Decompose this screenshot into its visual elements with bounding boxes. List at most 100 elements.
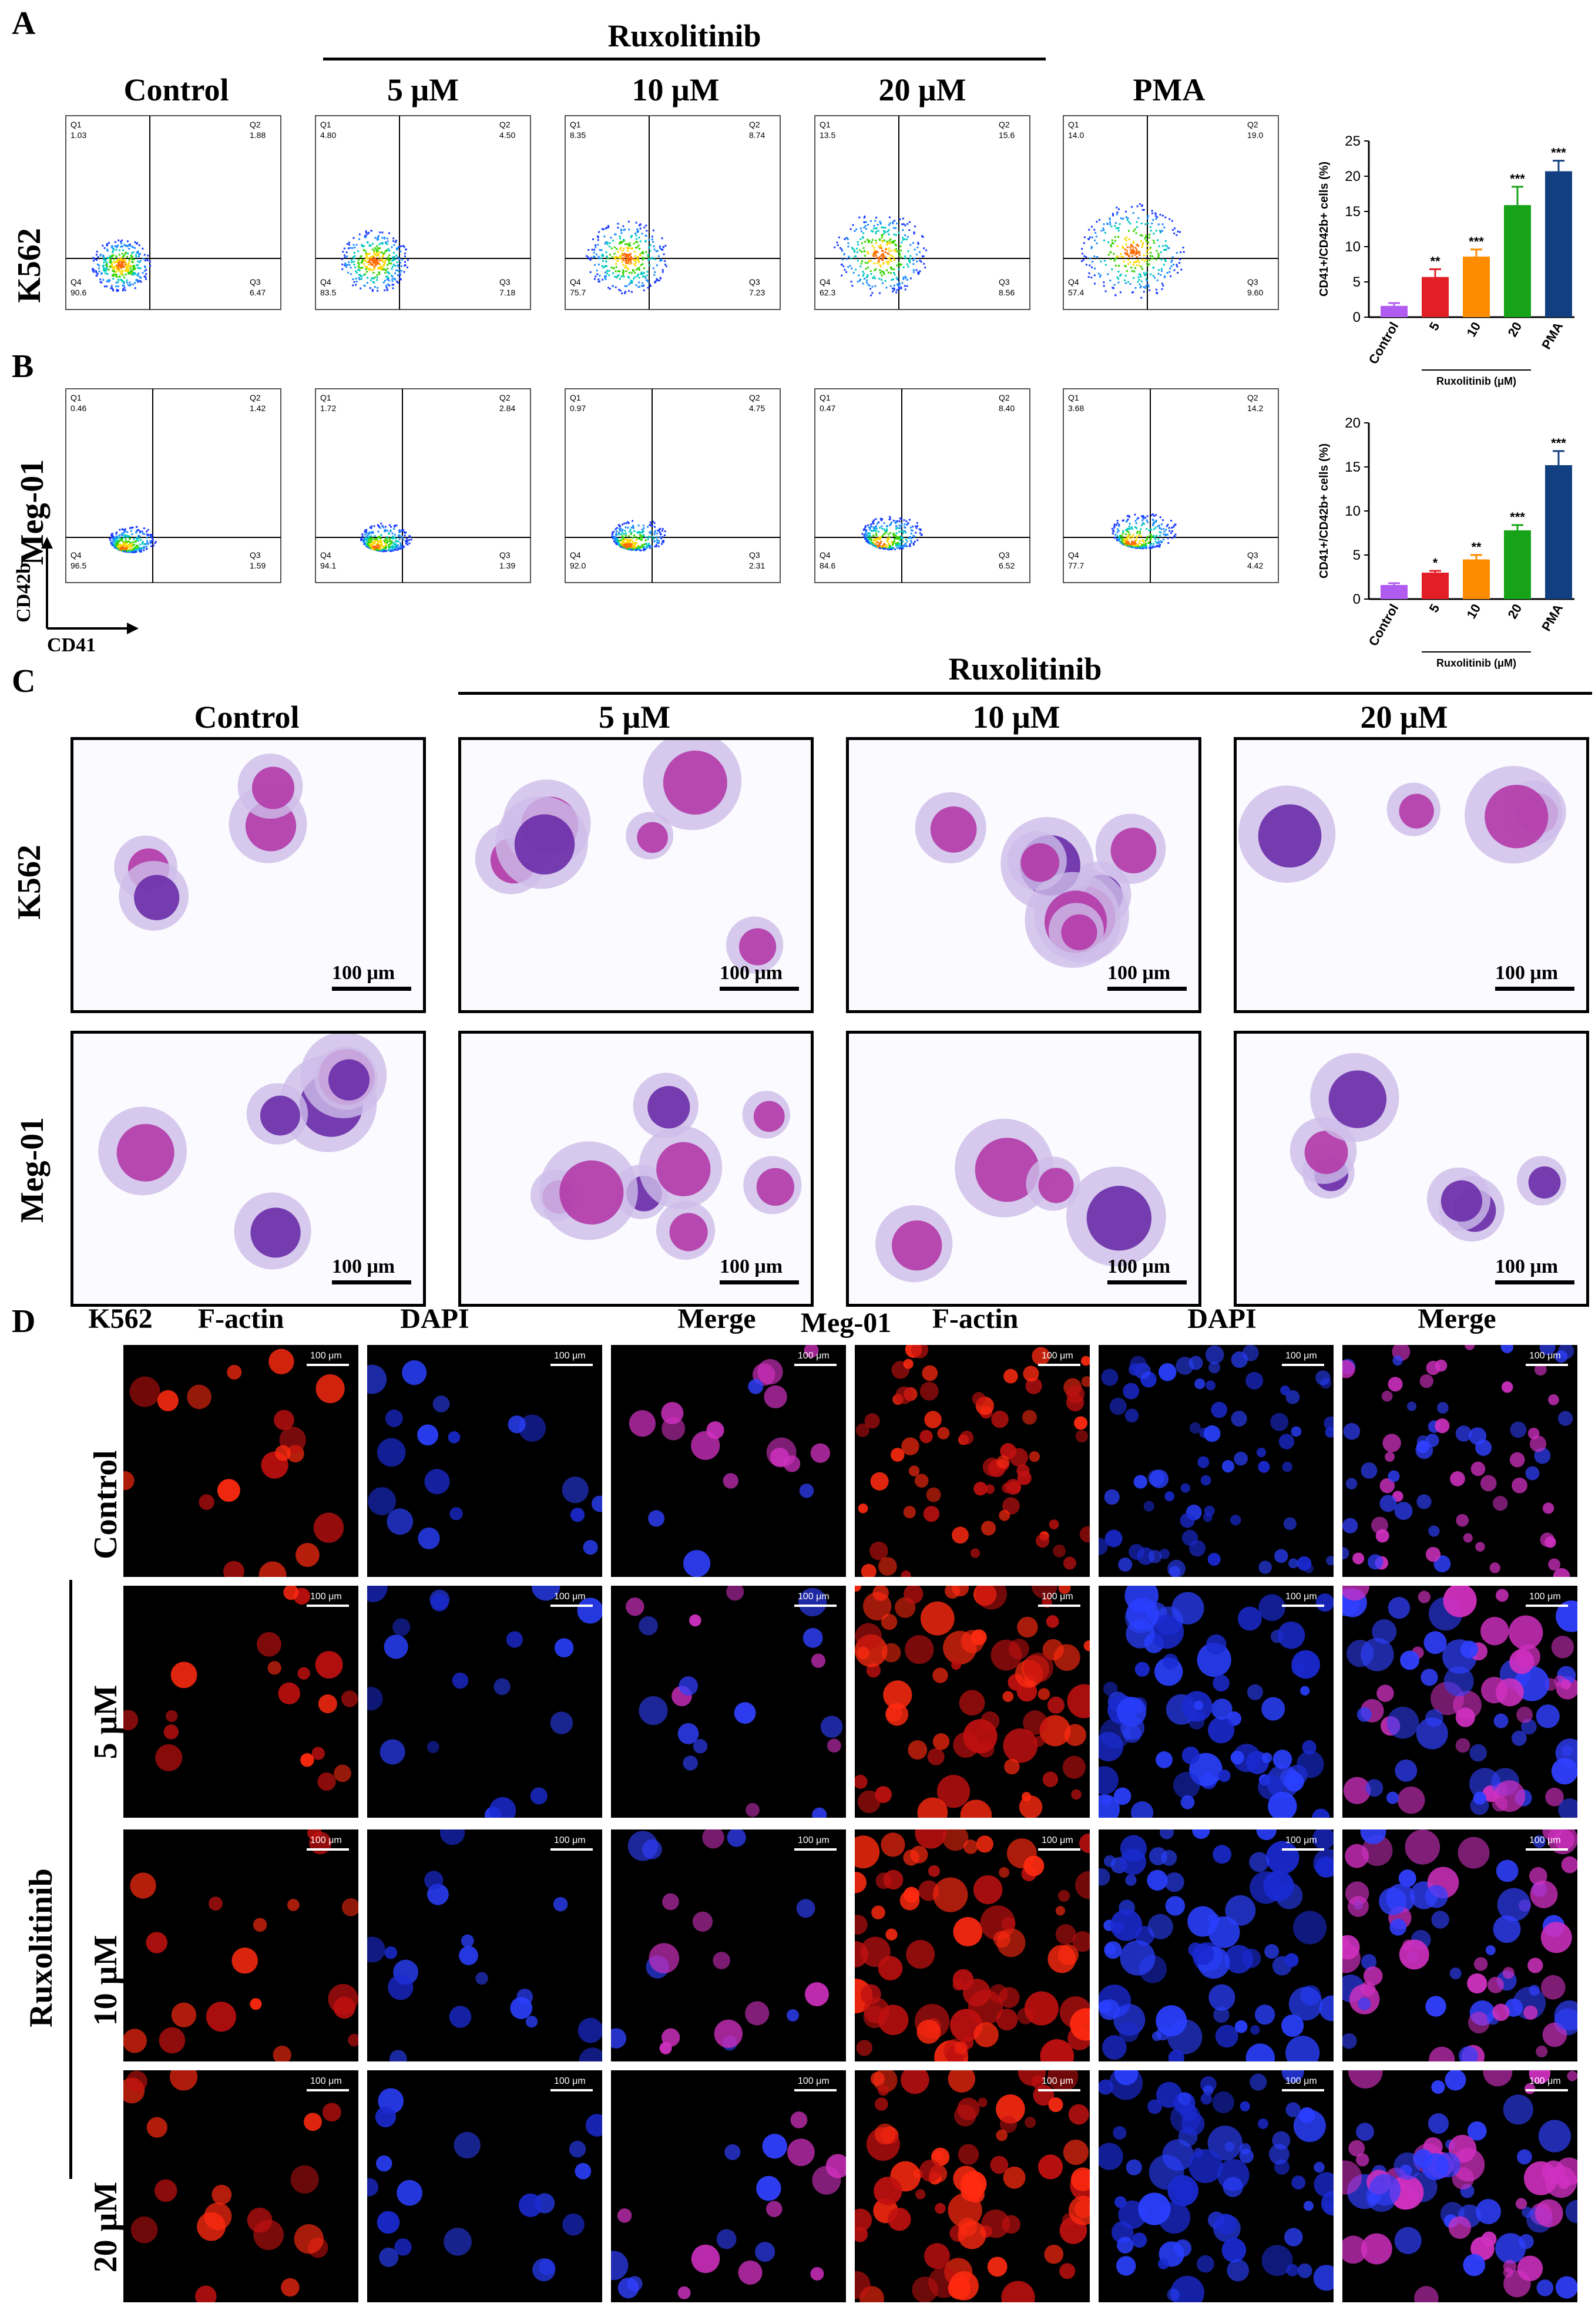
significance-label: *** xyxy=(1510,510,1525,524)
panel-b-quadrant-value: 77.7 xyxy=(1068,561,1084,570)
svg-text:Q3: Q3 xyxy=(749,277,760,287)
svg-text:Q1: Q1 xyxy=(70,393,82,402)
bar xyxy=(1422,277,1449,317)
svg-text:Q4: Q4 xyxy=(820,277,831,287)
scale-bar-label: 100 μm xyxy=(332,962,395,984)
scale-bar xyxy=(1038,1848,1080,1851)
fluorescence-image: 100 μm xyxy=(1342,1345,1577,1577)
panel-a-quadrant-value: 75.7 xyxy=(570,288,586,297)
scale-bar-label: 100 μm xyxy=(720,1256,783,1277)
svg-text:Q4: Q4 xyxy=(1068,277,1079,287)
panel-a-quadrant-value: 90.6 xyxy=(70,288,86,297)
micrograph: 100 μm xyxy=(1234,1031,1589,1307)
svg-text:Q3: Q3 xyxy=(250,277,261,287)
significance-label: *** xyxy=(1469,234,1484,249)
svg-text:Q4: Q4 xyxy=(70,277,82,287)
panel-b-quadrant-value: 1.39 xyxy=(499,561,515,570)
panel-a-quadrant-value: 4.80 xyxy=(320,130,336,140)
panel-a-col-pma: PMA xyxy=(1133,72,1206,107)
fluorescence-image: 100 μm xyxy=(367,1345,602,1577)
panel-d-ruxolitinib-line xyxy=(69,1580,72,2179)
panel-c-col-20um: 20 μM xyxy=(1360,699,1448,735)
bar xyxy=(1545,465,1572,599)
fluorescence-image: 100 μm xyxy=(367,2070,602,2302)
scale-bar-label: 100 μm xyxy=(1285,1351,1317,1361)
panel-a-quadrant-value: 1.03 xyxy=(70,130,86,140)
svg-text:Q1: Q1 xyxy=(1068,120,1079,129)
scale-bar xyxy=(1038,2089,1080,2091)
scale-bar xyxy=(550,1848,593,1851)
scale-bar xyxy=(550,1605,593,1607)
panel-a-quadrant-value: 7.23 xyxy=(749,288,765,297)
bar xyxy=(1504,530,1531,599)
svg-text:Q1: Q1 xyxy=(820,120,831,129)
significance-label: *** xyxy=(1551,146,1566,160)
scale-bar-label: 100 μm xyxy=(310,1592,342,1602)
panel-c-ruxolitinib-line xyxy=(458,692,1592,695)
micrograph: 100 μm xyxy=(70,737,426,1013)
x-tick-label: Control xyxy=(1366,601,1402,648)
panel-a-quadrant-value: 8.56 xyxy=(999,288,1015,297)
svg-text:Q1: Q1 xyxy=(820,393,831,402)
svg-text:Q2: Q2 xyxy=(499,393,511,402)
panel-b-quadrant-value: 6.52 xyxy=(999,561,1015,570)
panel-a-quadrant-value: 15.6 xyxy=(999,130,1015,140)
scale-bar xyxy=(1526,2089,1568,2091)
fluorescence-image: 100 μm xyxy=(855,1586,1090,1818)
y-axis-label: CD41+/CD42b+ cells (%) xyxy=(1318,443,1331,579)
svg-text:Q3: Q3 xyxy=(999,550,1010,560)
y-tick-label: 0 xyxy=(1353,310,1361,325)
bar-chart-meg01: 0 5 10 15 20 CD41+/CD42b+ cells (%) Control * 5 *… xyxy=(1318,415,1574,669)
scale-bar xyxy=(1526,1848,1568,1851)
svg-text:Q2: Q2 xyxy=(999,393,1010,402)
scale-bar-label: 100 μm xyxy=(1107,1256,1171,1277)
scale-bar xyxy=(307,2089,349,2091)
scale-bar-label: 100 μm xyxy=(1495,1256,1559,1277)
panel-a-quadrant-value: 7.18 xyxy=(499,288,515,297)
bar xyxy=(1381,585,1408,599)
panel-a-col-5um: 5 μM xyxy=(387,72,459,107)
fluorescence-image: 100 μm xyxy=(367,1586,602,1818)
svg-text:Q4: Q4 xyxy=(320,550,331,560)
scale-bar-label: 100 μm xyxy=(1529,1835,1561,1845)
x-tick-label: 10 xyxy=(1463,319,1483,339)
svg-text:Q2: Q2 xyxy=(499,120,511,129)
fluorescence-image: 100 μm xyxy=(855,2070,1090,2302)
panel-b-quadrant-value: 0.46 xyxy=(70,403,86,413)
panel-c-col-10um: 10 μM xyxy=(972,699,1060,735)
panel-a-row-k562: K562 xyxy=(11,228,48,303)
fluorescence-image: 100 μm xyxy=(1342,2070,1577,2302)
scale-bar xyxy=(1107,987,1187,991)
bar xyxy=(1545,171,1572,317)
svg-text:Q4: Q4 xyxy=(70,550,82,560)
panel-d-col-dapi-meg: DAPI xyxy=(1187,1303,1257,1334)
scale-bar xyxy=(550,2089,593,2091)
panel-a-ruxolitinib-label: Ruxolitinib xyxy=(607,18,761,53)
panel-d-letter: D xyxy=(12,1303,36,1340)
axis-x-cd41: CD41 xyxy=(47,634,96,656)
micrograph: 100 μm xyxy=(846,737,1201,1013)
svg-text:Q1: Q1 xyxy=(320,120,331,129)
bar xyxy=(1463,559,1490,599)
micrograph: 100 μm xyxy=(458,1031,814,1307)
scale-bar-label: 100 μm xyxy=(1042,1351,1073,1361)
svg-text:Q3: Q3 xyxy=(749,550,760,560)
panel-a-quadrant-value: 8.35 xyxy=(570,130,586,140)
significance-label: * xyxy=(1433,556,1438,570)
panel-a-col-control: Control xyxy=(123,72,229,107)
panel-a-quadrant-value: 4.50 xyxy=(499,130,515,140)
panel-b-quadrant-value: 94.1 xyxy=(320,561,336,570)
x-tick-label: PMA xyxy=(1539,601,1566,634)
fluorescence-image: 100 μm xyxy=(123,1586,358,1818)
svg-text:Q3: Q3 xyxy=(499,550,511,560)
scale-bar-label: 100 μm xyxy=(1042,1592,1073,1602)
scale-bar-label: 100 μm xyxy=(554,2076,586,2086)
scale-bar-label: 100 μm xyxy=(310,1835,342,1845)
panel-a-col-20um: 20 μM xyxy=(878,72,966,107)
